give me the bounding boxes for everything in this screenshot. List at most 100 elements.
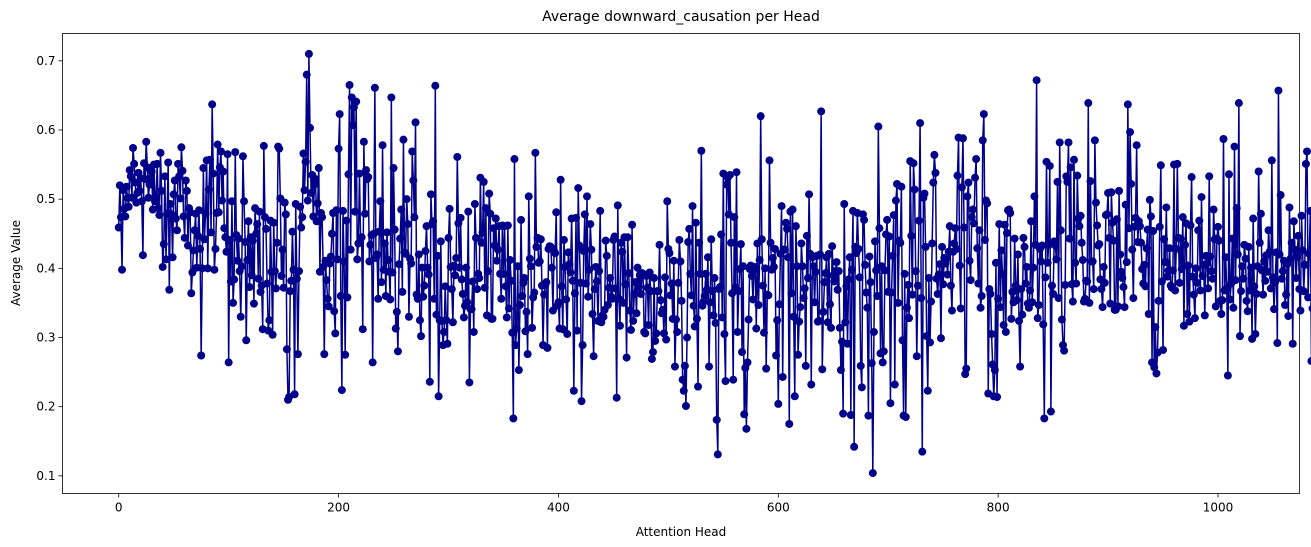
data-point [632, 309, 641, 318]
data-point [913, 281, 922, 290]
data-point [787, 289, 796, 298]
data-point [1292, 274, 1301, 283]
data-point [407, 259, 416, 268]
data-point [1071, 258, 1080, 267]
data-point [827, 323, 836, 332]
data-point [589, 352, 598, 361]
data-point [241, 238, 250, 247]
data-point [645, 268, 654, 277]
y-tick-label: 0.4 [36, 261, 55, 275]
data-point [1189, 290, 1198, 299]
data-point [1221, 253, 1230, 262]
data-point [720, 330, 729, 339]
data-point [897, 182, 906, 191]
data-point [1037, 257, 1046, 266]
data-point [318, 213, 327, 222]
data-point [689, 301, 698, 310]
data-point [1107, 188, 1116, 197]
data-point [248, 236, 257, 245]
data-point [421, 247, 430, 256]
data-point [798, 262, 807, 271]
data-point [570, 289, 579, 298]
data-point [611, 284, 620, 293]
data-point [154, 204, 163, 213]
data-point [618, 247, 627, 256]
data-point [448, 318, 457, 327]
data-point [802, 231, 811, 240]
data-point [1255, 238, 1264, 247]
data-point [1118, 274, 1127, 283]
y-tick-label: 0.3 [36, 331, 55, 345]
data-point [510, 155, 519, 164]
data-point [902, 303, 911, 312]
data-point [1301, 159, 1310, 168]
data-point [256, 287, 265, 296]
data-point [821, 269, 830, 278]
data-point [342, 216, 351, 225]
data-point [390, 225, 399, 234]
data-point [1250, 282, 1259, 291]
data-point [758, 281, 767, 290]
data-point [595, 267, 604, 276]
data-point [733, 327, 742, 336]
data-point [1270, 305, 1279, 314]
y-tick-label: 0.6 [36, 123, 55, 137]
series-markers [114, 49, 1311, 478]
data-point [152, 193, 161, 202]
data-point [219, 167, 228, 176]
data-point [1085, 298, 1094, 307]
data-point [670, 362, 679, 371]
data-point [1095, 240, 1104, 249]
data-point [562, 295, 571, 304]
data-point [1165, 244, 1174, 253]
data-point [209, 169, 218, 178]
data-point [636, 289, 645, 298]
data-point [799, 294, 808, 303]
data-point [1286, 254, 1295, 263]
data-point [875, 224, 884, 233]
data-point [245, 283, 254, 292]
data-point [198, 264, 207, 273]
data-point [368, 358, 377, 367]
data-point [1297, 211, 1306, 220]
data-point [1229, 303, 1238, 312]
data-point [999, 321, 1008, 330]
data-point [904, 280, 912, 289]
y-axis-ticks: 0.1 0.2 0.3 0.4 0.5 0.6 0.7 [36, 54, 63, 483]
data-point [1256, 209, 1265, 218]
data-point [1039, 320, 1048, 329]
data-point [1195, 216, 1204, 225]
data-point [781, 218, 790, 227]
data-point [755, 256, 764, 265]
data-point [592, 277, 601, 286]
data-point [749, 295, 757, 304]
data-point [865, 252, 874, 261]
data-point [524, 192, 533, 201]
data-point [1177, 265, 1186, 274]
data-point [563, 330, 572, 339]
data-point [193, 231, 202, 240]
data-point [1084, 99, 1093, 108]
data-point [1196, 286, 1205, 295]
data-point [1197, 193, 1206, 202]
chart-title: Average downward_causation per Head [542, 9, 820, 25]
data-point [974, 279, 983, 288]
data-point [189, 246, 198, 255]
data-point [725, 170, 734, 179]
data-point [686, 269, 695, 278]
data-point [1224, 170, 1233, 179]
data-point [890, 380, 899, 389]
data-point [1285, 203, 1294, 212]
data-point [462, 263, 471, 272]
data-point [701, 269, 710, 278]
data-point [669, 256, 678, 265]
data-point [1091, 198, 1100, 207]
data-point [1090, 136, 1099, 145]
data-point [810, 298, 819, 307]
data-point [554, 298, 563, 307]
data-point [1161, 258, 1170, 267]
data-point [528, 323, 537, 332]
data-point [216, 147, 225, 156]
data-point [1054, 294, 1063, 303]
data-point [854, 244, 863, 253]
